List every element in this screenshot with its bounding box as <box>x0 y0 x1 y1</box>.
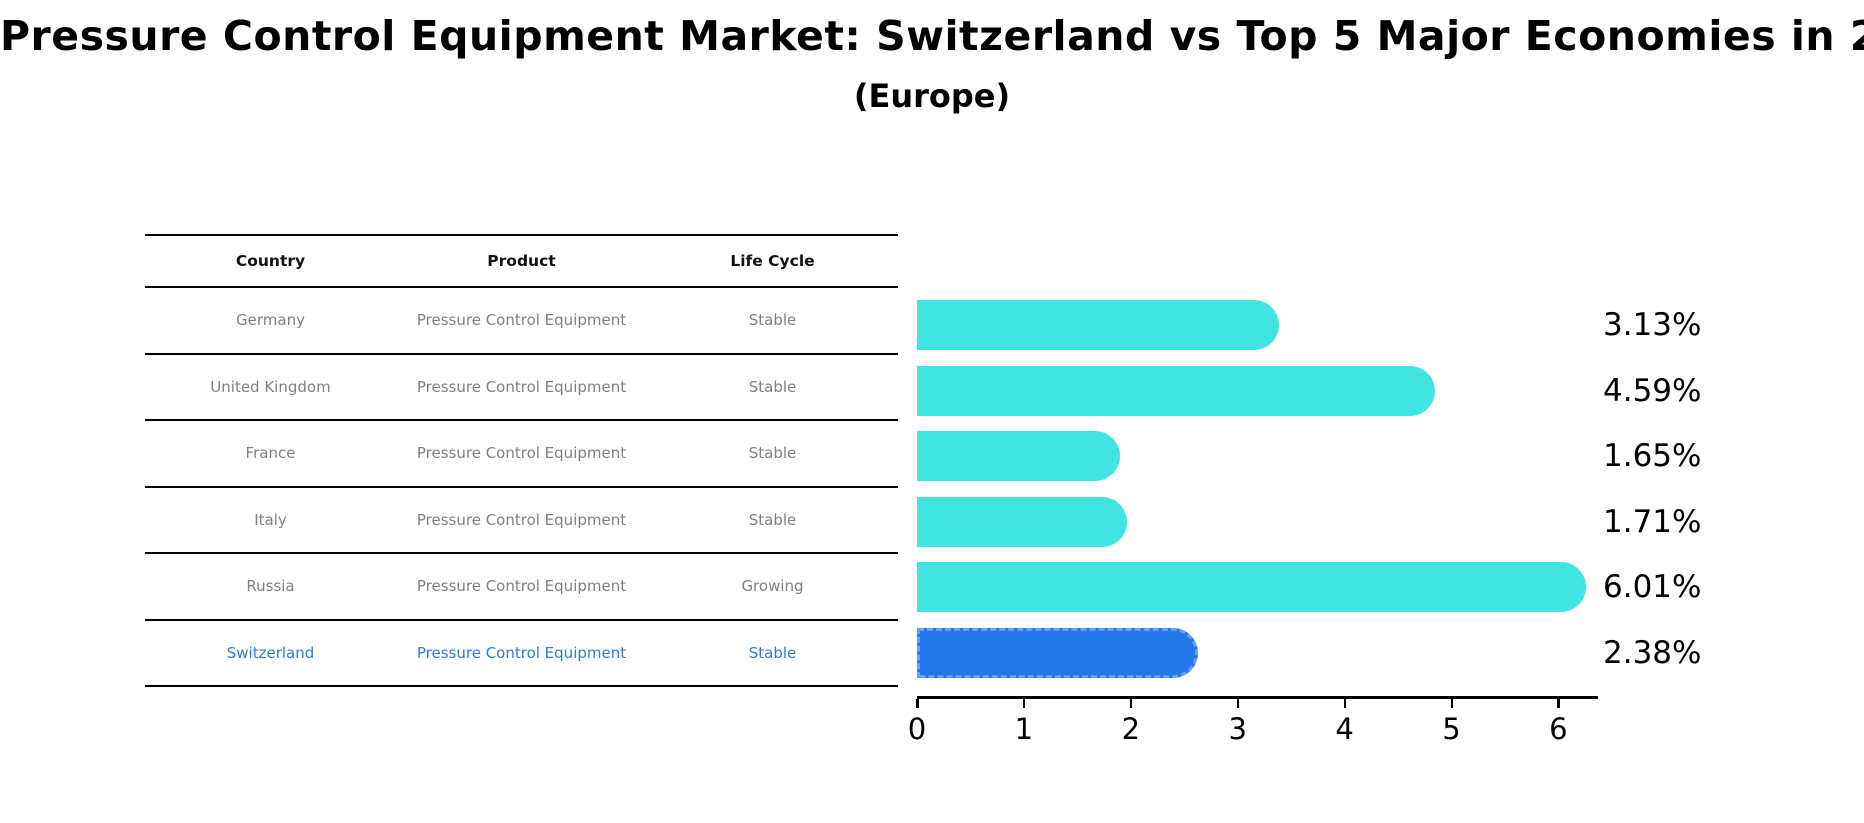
table-row: Italy Pressure Control Equipment Stable <box>145 488 898 554</box>
x-tick-label: 2 <box>1121 712 1141 746</box>
product-cell: Pressure Control Equipment <box>416 377 627 396</box>
product-cell: Pressure Control Equipment <box>416 643 627 662</box>
life-cycle-cell: Stable <box>748 510 797 529</box>
life-cycle-cell: Stable <box>748 377 797 396</box>
bar-highlighted <box>917 627 1199 678</box>
x-axis-line <box>917 696 1598 699</box>
product-cell: Pressure Control Equipment <box>416 311 627 330</box>
life-cycle-cell: Stable <box>748 311 797 330</box>
value-label: 6.01% <box>1603 569 1702 605</box>
value-label: 2.38% <box>1603 634 1702 671</box>
country-cell: Russia <box>246 577 295 596</box>
bar <box>917 562 1587 612</box>
value-label: 1.65% <box>1603 438 1702 474</box>
x-tick-label: 5 <box>1442 712 1461 746</box>
table-header-cell: Product <box>487 252 556 270</box>
value-label: 1.71% <box>1603 503 1702 540</box>
table-row: Russia Pressure Control Equipment Growing <box>145 554 898 621</box>
x-tick-label: 3 <box>1228 712 1247 746</box>
product-cell: Pressure Control Equipment <box>416 444 627 463</box>
country-cell: France <box>245 444 296 463</box>
table-row: Switzerland Pressure Control Equipment Sta… <box>145 621 898 687</box>
x-tick-label: 6 <box>1549 712 1568 746</box>
chart-title: Pressure Control Equipment Market: Switz… <box>0 12 1864 60</box>
bar <box>917 431 1121 481</box>
table-header-row: Country Product Life Cycle <box>145 236 898 288</box>
bar <box>917 496 1127 547</box>
product-cell: Pressure Control Equipment <box>416 577 627 596</box>
country-cell: Italy <box>254 510 287 529</box>
bar <box>917 365 1435 416</box>
table-row: United Kingdom Pressure Control Equipment… <box>145 355 898 421</box>
x-tick-label: 0 <box>907 712 927 746</box>
country-cell: Switzerland <box>226 643 315 662</box>
table-header-cell: Country <box>235 252 306 270</box>
life-cycle-cell: Stable <box>748 444 797 463</box>
x-tick <box>1236 699 1240 708</box>
x-tick <box>916 699 919 708</box>
table-header-cell: Life Cycle <box>730 252 815 270</box>
x-tick-label: 4 <box>1335 712 1354 746</box>
table-row: Germany Pressure Control Equipment Stable <box>145 288 898 355</box>
bar <box>917 300 1279 350</box>
x-tick <box>1450 699 1453 708</box>
life-cycle-cell: Growing <box>741 577 804 596</box>
country-cell: United Kingdom <box>210 377 331 396</box>
x-tick-label: 1 <box>1014 712 1034 746</box>
x-tick <box>1343 699 1347 708</box>
life-cycle-cell: Stable <box>748 643 797 662</box>
value-label: 4.59% <box>1603 372 1702 409</box>
x-tick <box>1022 699 1026 708</box>
product-cell: Pressure Control Equipment <box>416 510 627 529</box>
country-table: Country Product Life Cycle Germany Pressure… <box>145 234 898 687</box>
country-cell: Germany <box>236 311 305 330</box>
table-row: France Pressure Control Equipment Stable <box>145 421 898 488</box>
x-tick <box>1129 699 1133 708</box>
value-label: 3.13% <box>1603 307 1702 343</box>
chart-subtitle: (Europe) <box>853 77 1011 115</box>
x-tick <box>1557 699 1560 708</box>
